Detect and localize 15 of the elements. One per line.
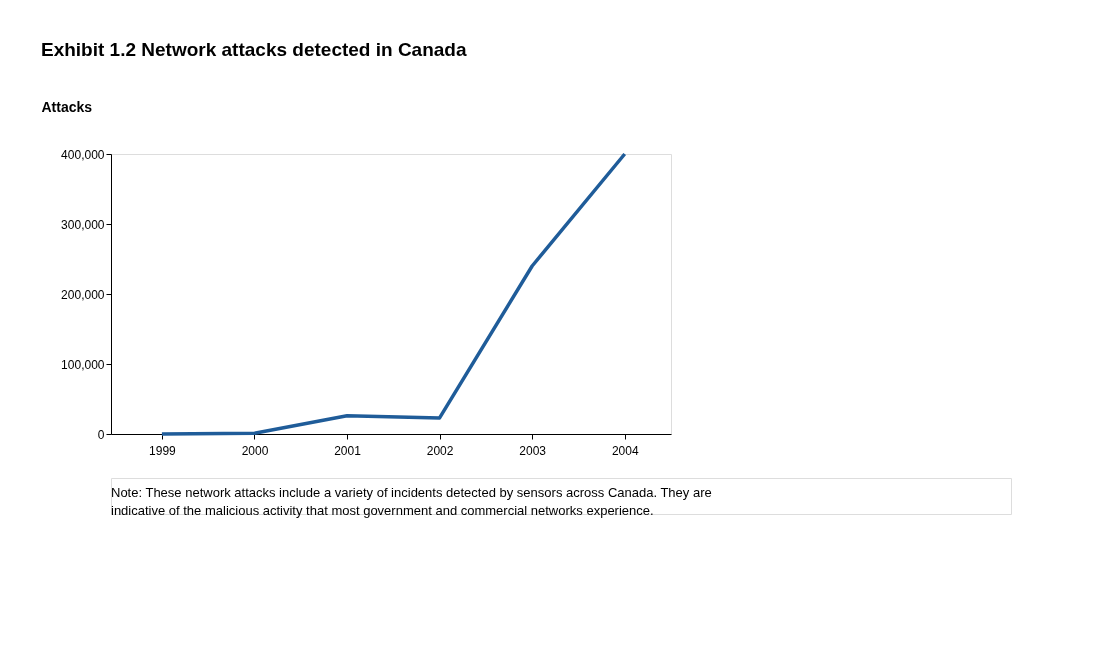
y-tick-label: 0 (97, 427, 105, 442)
y-tick-label: 200,000 (61, 287, 105, 302)
x-tick-label: 2003 (519, 443, 547, 458)
x-tick-label: 2004 (611, 443, 639, 458)
y-tick-label: 400,000 (61, 147, 105, 162)
chart-title: Exhibit 1.2 Network attacks detected in Canada (41, 39, 467, 60)
x-tick-label: 1999 (149, 443, 177, 458)
line-series (160, 152, 627, 436)
x-tick-label: 2002 (426, 443, 454, 458)
text: Note: These network attacks include a variety of incidents detected by sensors across Canada. They are indicative of the malicious activity that most government and commercial networks experience. (111, 485, 712, 518)
y-axis-title: Attacks (41, 98, 93, 115)
y-tick-label: 100,000 (61, 357, 105, 372)
y-tick-label: 300,000 (61, 217, 105, 232)
x-tick-label: 2000 (241, 443, 269, 458)
x-tick-label: 2001 (334, 443, 362, 458)
